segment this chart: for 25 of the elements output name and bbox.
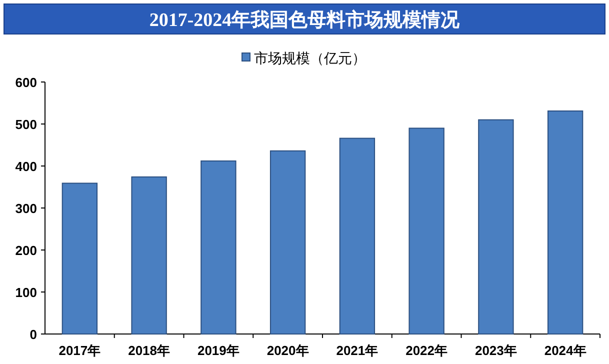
x-tick-label: 2017年 [58, 343, 101, 358]
chart-title: 2017-2024年我国色母料市场规模情况 [149, 9, 461, 31]
bar [408, 128, 444, 334]
y-tick-label: 300 [15, 201, 37, 216]
x-tick-label: 2024年 [544, 343, 586, 358]
y-tick-label: 600 [15, 75, 37, 90]
y-tick-label: 100 [15, 285, 37, 300]
y-tick-label: 200 [15, 243, 37, 258]
bar [200, 160, 236, 334]
x-tick-label: 2022年 [406, 343, 448, 358]
x-tick-label: 2021年 [336, 343, 378, 358]
y-tick-label: 400 [15, 159, 37, 174]
y-tick-label: 500 [15, 117, 37, 132]
bar [62, 182, 98, 334]
bar [131, 176, 167, 334]
bar [270, 150, 306, 334]
bar [339, 138, 376, 334]
x-tick-label: 2020年 [266, 343, 309, 358]
x-tick-label: 2018年 [128, 343, 170, 358]
y-tick-label: 0 [30, 327, 37, 342]
bar [547, 110, 584, 334]
x-tick-label: 2023年 [474, 343, 517, 358]
x-tick-label: 2019年 [197, 343, 240, 358]
legend-label: 市场规模（亿元） [254, 50, 366, 66]
bar [478, 119, 514, 334]
